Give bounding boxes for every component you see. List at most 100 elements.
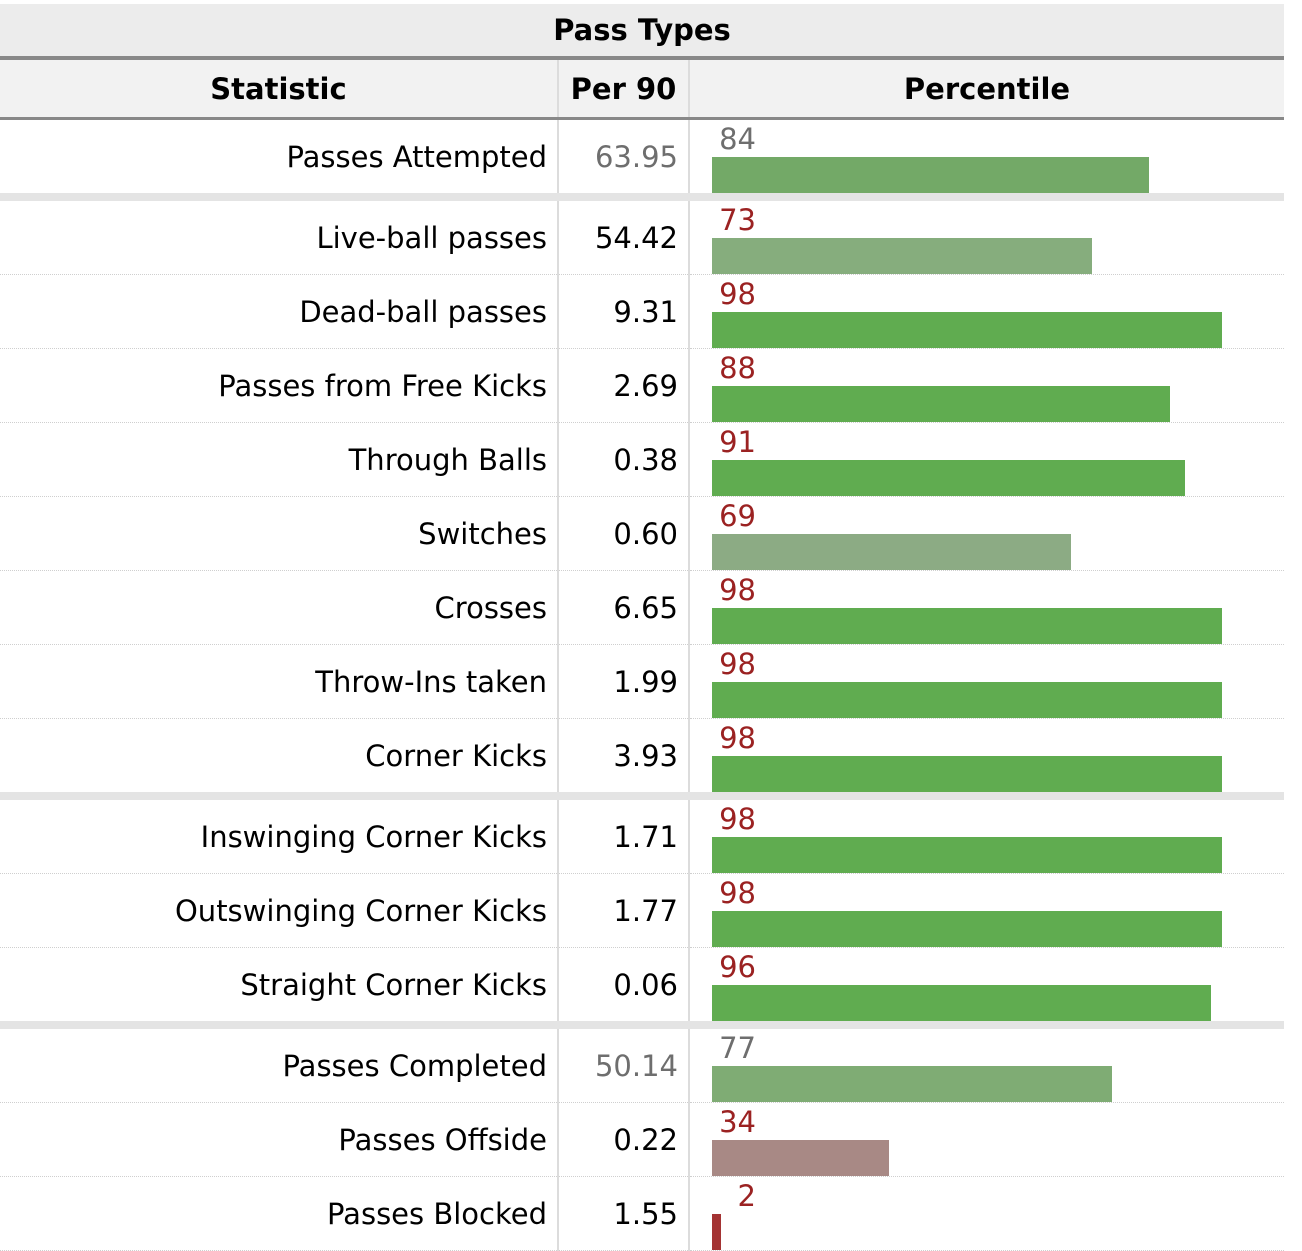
table-row: Passes Offside 0.22 34 bbox=[0, 1102, 1284, 1177]
per90-value: 0.22 bbox=[558, 1102, 690, 1177]
percentile-value: 77 bbox=[719, 1031, 756, 1065]
table-row: Straight Corner Kicks 0.06 96 bbox=[0, 947, 1284, 1026]
pass-types-panel: Pass Types Statistic Per 90 Percentile P… bbox=[0, 4, 1284, 1251]
percentile-bar-track bbox=[712, 312, 1232, 348]
statistic-label: Passes Attempted bbox=[0, 118, 559, 198]
statistic-label: Outswinging Corner Kicks bbox=[0, 873, 559, 948]
percentile-value: 96 bbox=[719, 950, 756, 984]
percentile-bar bbox=[712, 837, 1222, 873]
percentile-cell: 98 bbox=[689, 570, 1284, 645]
percentile-bar bbox=[712, 534, 1071, 570]
percentile-bar bbox=[712, 911, 1222, 947]
table-row: Dead-ball passes 9.31 98 bbox=[0, 274, 1284, 349]
statistic-label: Passes Completed bbox=[0, 1021, 559, 1103]
percentile-bar bbox=[712, 238, 1092, 274]
percentile-bar-track bbox=[712, 386, 1232, 422]
percentile-cell: 98 bbox=[689, 274, 1284, 349]
pass-types-table: Pass Types Statistic Per 90 Percentile P… bbox=[0, 4, 1284, 1251]
per90-value: 0.38 bbox=[558, 422, 690, 497]
statistic-label: Crosses bbox=[0, 570, 559, 645]
per90-value: 54.42 bbox=[558, 193, 690, 275]
percentile-cell: 84 bbox=[689, 118, 1284, 198]
table-row: Corner Kicks 3.93 98 bbox=[0, 718, 1284, 797]
percentile-value: 98 bbox=[719, 573, 756, 607]
percentile-cell: 98 bbox=[689, 718, 1284, 797]
percentile-bar bbox=[712, 608, 1222, 644]
percentile-value: 98 bbox=[719, 876, 756, 910]
table-title: Pass Types bbox=[0, 4, 1284, 60]
statistic-label: Passes Offside bbox=[0, 1102, 559, 1177]
percentile-bar bbox=[712, 1066, 1112, 1102]
statistic-label: Straight Corner Kicks bbox=[0, 947, 559, 1026]
percentile-value: 98 bbox=[719, 721, 756, 755]
column-header-statistic[interactable]: Statistic bbox=[0, 58, 559, 120]
percentile-value: 91 bbox=[719, 425, 756, 459]
percentile-bar-track bbox=[712, 238, 1232, 274]
table-row: Inswinging Corner Kicks 1.71 98 bbox=[0, 792, 1284, 874]
percentile-cell: 98 bbox=[689, 644, 1284, 719]
percentile-cell: 98 bbox=[689, 873, 1284, 948]
percentile-bar-track bbox=[712, 837, 1232, 873]
percentile-cell: 2 bbox=[689, 1176, 1284, 1251]
statistic-label: Through Balls bbox=[0, 422, 559, 497]
per90-value: 1.99 bbox=[558, 644, 690, 719]
percentile-bar bbox=[712, 682, 1222, 718]
column-header-per90[interactable]: Per 90 bbox=[558, 58, 690, 120]
per90-value: 0.06 bbox=[558, 947, 690, 1026]
per90-value: 0.60 bbox=[558, 496, 690, 571]
percentile-bar bbox=[712, 386, 1170, 422]
table-row: Throw-Ins taken 1.99 98 bbox=[0, 644, 1284, 719]
statistic-label: Passes Blocked bbox=[0, 1176, 559, 1251]
statistic-label: Live-ball passes bbox=[0, 193, 559, 275]
percentile-value: 98 bbox=[719, 277, 756, 311]
statistic-label: Passes from Free Kicks bbox=[0, 348, 559, 423]
percentile-value: 98 bbox=[719, 802, 756, 836]
table-row: Passes Completed 50.14 77 bbox=[0, 1021, 1284, 1103]
percentile-bar bbox=[712, 460, 1185, 496]
statistic-label: Dead-ball passes bbox=[0, 274, 559, 349]
table-row: Passes Attempted 63.95 84 bbox=[0, 118, 1284, 198]
percentile-value: 2 bbox=[737, 1179, 756, 1213]
percentile-bar-track bbox=[712, 682, 1232, 718]
table-row: Live-ball passes 54.42 73 bbox=[0, 193, 1284, 275]
percentile-bar bbox=[712, 1214, 721, 1250]
percentile-bar-track bbox=[712, 1066, 1232, 1102]
percentile-bar-track bbox=[712, 534, 1232, 570]
percentile-cell: 96 bbox=[689, 947, 1284, 1026]
table-body: Passes Attempted 63.95 84 Live-ball passes 5… bbox=[0, 118, 1284, 1251]
percentile-cell: 34 bbox=[689, 1102, 1284, 1177]
percentile-bar bbox=[712, 157, 1149, 193]
percentile-bar-track bbox=[712, 1214, 1232, 1250]
percentile-bar-track bbox=[712, 460, 1232, 496]
per90-value: 1.77 bbox=[558, 873, 690, 948]
column-header-percentile[interactable]: Percentile bbox=[689, 58, 1284, 120]
table-row: Passes from Free Kicks 2.69 88 bbox=[0, 348, 1284, 423]
percentile-value: 98 bbox=[719, 647, 756, 681]
statistic-label: Throw-Ins taken bbox=[0, 644, 559, 719]
percentile-value: 69 bbox=[719, 499, 756, 533]
per90-value: 3.93 bbox=[558, 718, 690, 797]
percentile-value: 88 bbox=[719, 351, 756, 385]
percentile-bar-track bbox=[712, 985, 1232, 1021]
percentile-bar bbox=[712, 985, 1211, 1021]
table-row: Outswinging Corner Kicks 1.77 98 bbox=[0, 873, 1284, 948]
per90-value: 2.69 bbox=[558, 348, 690, 423]
percentile-bar bbox=[712, 312, 1222, 348]
statistic-label: Inswinging Corner Kicks bbox=[0, 792, 559, 874]
percentile-bar bbox=[712, 1140, 889, 1176]
percentile-value: 84 bbox=[719, 122, 756, 156]
table-row: Through Balls 0.38 91 bbox=[0, 422, 1284, 497]
percentile-value: 34 bbox=[719, 1105, 756, 1139]
table-row: Passes Blocked 1.55 2 bbox=[0, 1176, 1284, 1251]
per90-value: 1.55 bbox=[558, 1176, 690, 1251]
percentile-bar bbox=[712, 756, 1222, 792]
per90-value: 63.95 bbox=[558, 118, 690, 198]
percentile-bar-track bbox=[712, 756, 1232, 792]
percentile-bar-track bbox=[712, 608, 1232, 644]
percentile-value: 73 bbox=[719, 203, 756, 237]
percentile-cell: 98 bbox=[689, 792, 1284, 874]
per90-value: 9.31 bbox=[558, 274, 690, 349]
table-row: Crosses 6.65 98 bbox=[0, 570, 1284, 645]
percentile-bar-track bbox=[712, 1140, 1232, 1176]
percentile-cell: 77 bbox=[689, 1021, 1284, 1103]
